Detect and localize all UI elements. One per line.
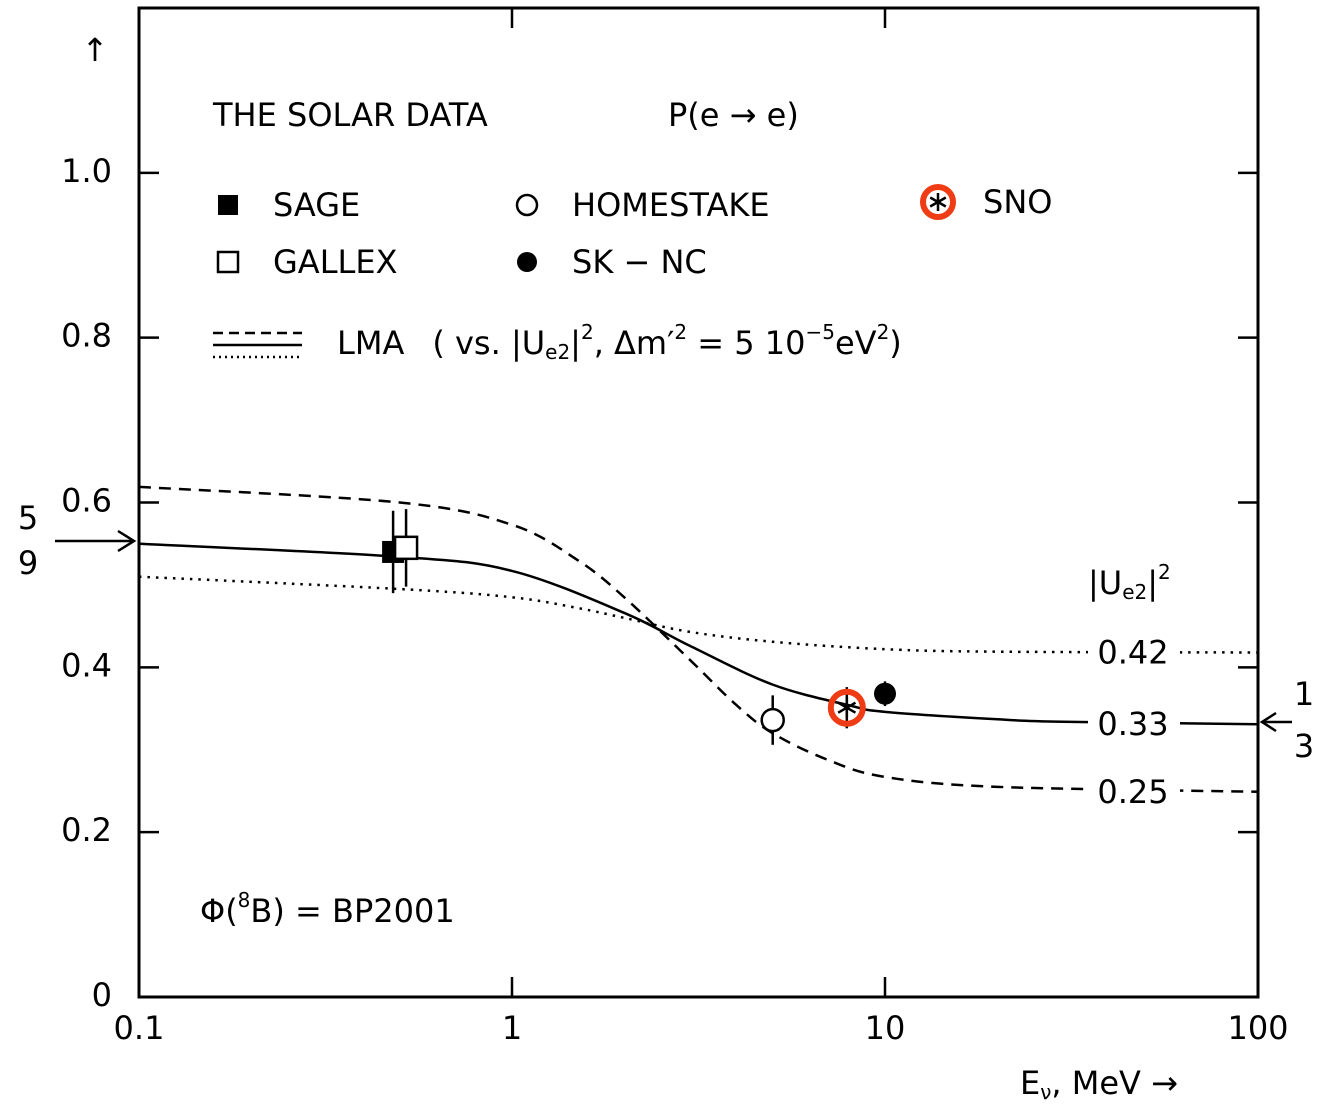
lma-part: ( vs. |U: [432, 324, 545, 362]
legend-marker: [216, 250, 240, 274]
curve-label: 0.42: [1097, 633, 1168, 671]
x-axis-label: Eν, MeV →: [1020, 1064, 1178, 1104]
y-tick-label: 0.6: [61, 482, 112, 520]
x-tick-label: 10: [865, 1009, 906, 1047]
lma-part: −5: [806, 320, 835, 344]
marker: [218, 195, 238, 215]
y-tick-label: 0.4: [61, 646, 112, 684]
y-tick-label: 0.8: [61, 317, 112, 355]
marker: [837, 697, 857, 718]
lma-part: , Δm′: [594, 324, 675, 362]
lma-label: LMA( vs. |Ue2|2, Δm′2 = 5 10−5eV2): [337, 320, 902, 364]
lma-part: LMA: [337, 324, 404, 362]
lma-curve: [138, 575, 1259, 654]
x-label-part: ν: [1040, 1080, 1051, 1104]
arrow-head: [1259, 711, 1277, 733]
x-tick-label: 1: [502, 1009, 522, 1047]
y-tick-label: 0.2: [61, 811, 112, 849]
flux-label: Φ(8B) = BP2001: [200, 888, 455, 931]
y-tick-label: 1.0: [61, 152, 112, 190]
highlight-ring: [920, 184, 956, 220]
lma-part: ): [889, 324, 901, 362]
curves-title-part: e2: [1122, 580, 1147, 604]
lma-part: = 5 10: [687, 324, 805, 362]
fraction-high: 5 9: [18, 499, 137, 582]
flux-part: 8: [238, 888, 251, 912]
curves-title-part: |U: [1088, 564, 1122, 602]
curves-title: |Ue2|2: [1088, 560, 1171, 604]
lma-part: eV: [835, 324, 877, 362]
curve-label-bg: [1088, 632, 1180, 673]
legend-label: HOMESTAKE: [572, 186, 770, 224]
legend-marker: [218, 195, 238, 215]
data-point: [874, 682, 896, 705]
lma-part: |: [570, 324, 581, 362]
plot-frame: [137, 6, 1260, 999]
legend-label: SAGE: [273, 186, 360, 224]
marker: [874, 682, 896, 705]
y-tick-label: 0: [92, 976, 112, 1014]
fraction-numerator: 5: [18, 499, 38, 537]
flux-part: B) = BP2001: [250, 892, 454, 930]
flux-part: Φ(: [200, 892, 238, 930]
chart-subtitle: P(e → e): [668, 96, 799, 134]
lma-part: e2: [545, 340, 570, 364]
arrow-head: [117, 529, 137, 553]
lma-part: 2: [877, 320, 890, 344]
curve-label: 0.33: [1097, 705, 1168, 743]
data-point: [393, 535, 419, 561]
fraction-numerator: 1: [1294, 675, 1314, 713]
x-label-part: E: [1020, 1064, 1040, 1102]
x-label-part: , MeV →: [1051, 1064, 1178, 1102]
marker: [760, 707, 785, 733]
curve-label-bg: [1088, 704, 1180, 745]
lma-curve: [138, 542, 1259, 726]
marker: [517, 252, 537, 272]
curves-title-part: 2: [1158, 560, 1171, 584]
legend-label: SK − NC: [572, 243, 707, 281]
x-tick-label: 0.1: [114, 1009, 165, 1047]
legend-label: SNO: [983, 183, 1052, 221]
lma-curve: [138, 485, 1259, 794]
lma-part: 2: [581, 320, 594, 344]
marker: [515, 193, 539, 217]
fraction-denominator: 3: [1294, 727, 1314, 765]
legend-label: GALLEX: [273, 243, 397, 281]
legend-marker: [920, 184, 956, 220]
curve-label: 0.25: [1097, 773, 1168, 811]
marker: [929, 193, 947, 211]
legend-marker: [515, 193, 539, 217]
marker: [216, 250, 240, 274]
marker: [393, 535, 419, 561]
legend-marker: [517, 252, 537, 272]
data-point: [760, 707, 785, 733]
data-point: [827, 688, 866, 727]
lma-part: 2: [674, 320, 687, 344]
y-axis-label: ↑: [82, 31, 109, 69]
highlight-ring: [827, 688, 866, 727]
fraction-denominator: 9: [18, 544, 38, 582]
x-tick-label: 100: [1227, 1009, 1288, 1047]
lma-legend: LMA( vs. |Ue2|2, Δm′2 = 5 10−5eV2): [213, 320, 902, 364]
chart-title: THE SOLAR DATA: [212, 96, 488, 134]
fraction-low: 1 3: [1259, 675, 1314, 765]
curve-label-bg: [1088, 771, 1180, 812]
curves-title-part: |: [1147, 564, 1158, 602]
